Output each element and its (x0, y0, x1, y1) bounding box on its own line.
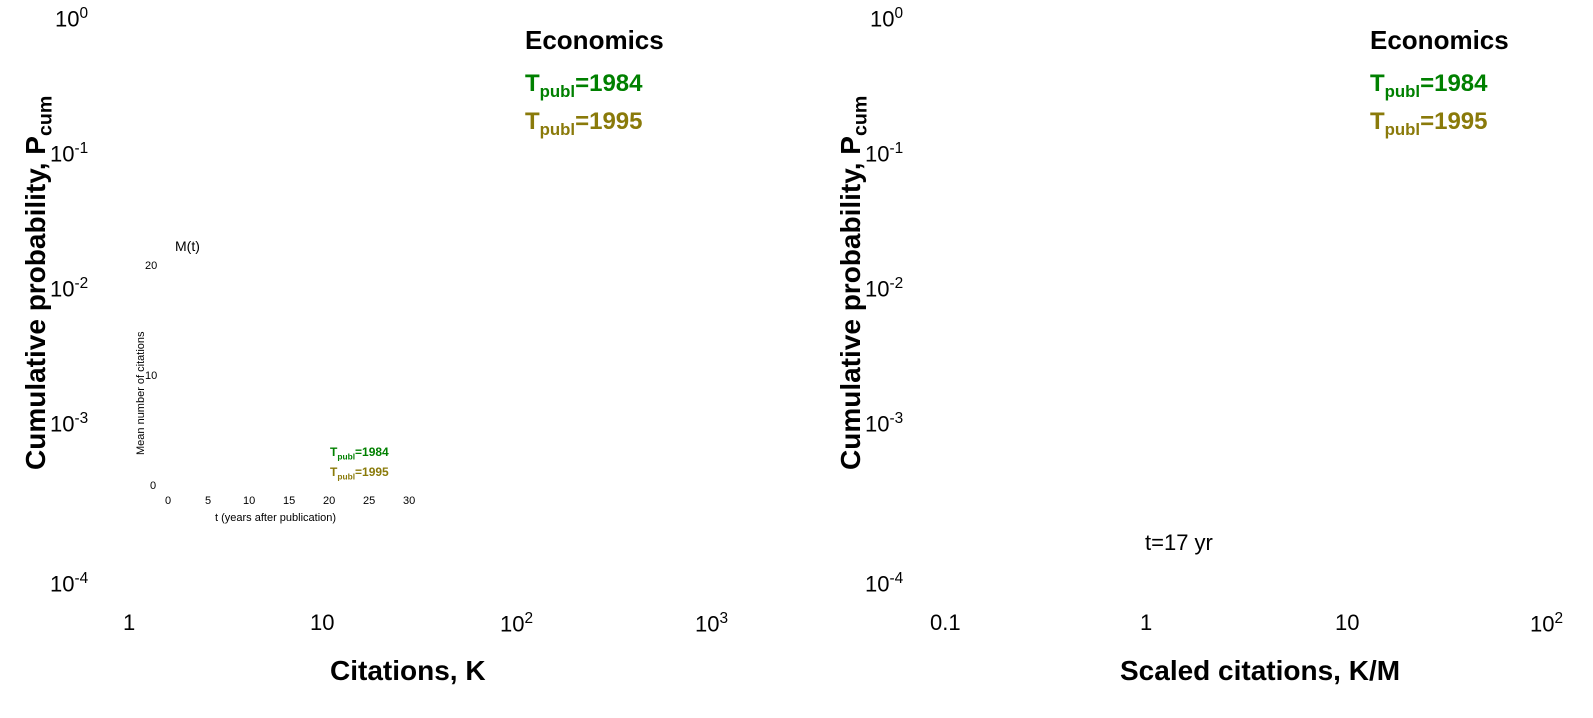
right-ytick-0: 100 (870, 5, 903, 32)
inset-xtick-20: 20 (323, 495, 335, 507)
left-ytick-4: 10-4 (50, 570, 88, 597)
right-annotation: t=17 yr (1145, 530, 1213, 556)
inset-ytick-20: 20 (145, 260, 157, 272)
left-ytick-0: 100 (55, 5, 88, 32)
inset-xtick-15: 15 (283, 495, 295, 507)
inset-ytick-0: 0 (150, 480, 156, 492)
figure-canvas: Cumulative probability, Pcum 100 10-1 10… (0, 0, 1593, 718)
right-xtick-0: 0.1 (930, 610, 961, 636)
left-legend-item-1984: Tpubl=1984 (525, 70, 643, 102)
left-ytick-3: 10-3 (50, 410, 88, 437)
right-ytick-4: 10-4 (865, 570, 903, 597)
inset-xtick-5: 5 (205, 495, 211, 507)
left-y-label-sub: cum (35, 96, 57, 136)
inset-title: M(t) (175, 238, 200, 254)
left-xtick-3: 103 (695, 610, 728, 637)
right-ytick-3: 10-3 (865, 410, 903, 437)
inset-legend-1995: Tpubl=1995 (330, 465, 389, 481)
left-xtick-2: 102 (500, 610, 533, 637)
right-x-axis-label: Scaled citations, K/M (1120, 655, 1400, 687)
right-ytick-1: 10-1 (865, 140, 903, 167)
left-legend-item-1995: Tpubl=1995 (525, 108, 643, 140)
inset-ytick-10: 10 (145, 370, 157, 382)
left-y-label-text: Cumulative probability, P (20, 136, 51, 470)
right-y-label-text: Cumulative probability, P (835, 136, 866, 470)
right-legend-title: Economics (1370, 25, 1509, 56)
right-xtick-3: 102 (1530, 610, 1563, 637)
right-xtick-1: 1 (1140, 610, 1152, 636)
right-y-label-sub: cum (850, 96, 872, 136)
inset-y-axis-label: Mean number of citations (135, 331, 147, 455)
left-ytick-1: 10-1 (50, 140, 88, 167)
inset-xtick-0: 0 (165, 495, 171, 507)
inset-x-axis-label: t (years after publication) (215, 512, 336, 524)
inset-xtick-10: 10 (243, 495, 255, 507)
right-ytick-2: 10-2 (865, 275, 903, 302)
left-xtick-1: 10 (310, 610, 334, 636)
inset-xtick-25: 25 (363, 495, 375, 507)
left-x-axis-label: Citations, K (330, 655, 486, 687)
inset-legend-1984: Tpubl=1984 (330, 445, 389, 461)
right-legend-item-1995: Tpubl=1995 (1370, 108, 1488, 140)
inset-xtick-30: 30 (403, 495, 415, 507)
right-xtick-2: 10 (1335, 610, 1359, 636)
right-legend-item-1984: Tpubl=1984 (1370, 70, 1488, 102)
left-ytick-2: 10-2 (50, 275, 88, 302)
left-xtick-0: 1 (123, 610, 135, 636)
left-legend-title: Economics (525, 25, 664, 56)
